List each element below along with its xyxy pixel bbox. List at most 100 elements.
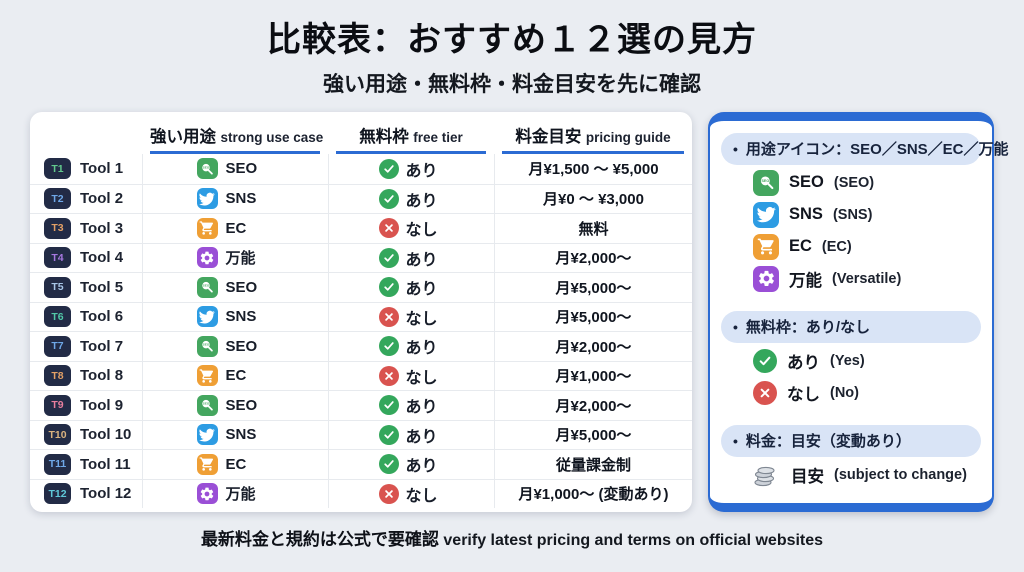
use-case-label: SEO [225, 160, 258, 178]
price-cell: 月¥5,000～ [494, 302, 692, 331]
bullet-icon: • [733, 140, 738, 157]
table-header-row: 強い用途 strong use case 無料枠 free tier 料金目安 … [30, 117, 692, 154]
tool-cell: T9 Tool 9 [30, 391, 142, 420]
legend-section: • 無料枠：あり/なし あり (Yes) なし (No) [721, 311, 981, 407]
legend-header-text: 用途アイコン：SEO／SNS／EC／万能 [745, 141, 1009, 158]
svg-text:SEO: SEO [203, 165, 210, 169]
seo-icon: SEO [196, 158, 218, 180]
use-case-label: SEO [225, 396, 258, 414]
seo-icon: SEO [196, 394, 218, 416]
legend-section: • 料金：目安（変動あり） 目安 (subject to change) [721, 425, 981, 489]
table-row: T3 Tool 3 EC なし 無料 [30, 213, 692, 243]
free-tier-label: あり [405, 162, 438, 180]
tool-badge: T10 [44, 424, 71, 446]
tool-cell: T6 Tool 6 [30, 303, 142, 332]
use-case-cell: SEO SEO [142, 154, 328, 184]
free-tier-label: あり [405, 399, 438, 417]
legend-section: • 用途アイコン：SEO／SNS／EC／万能 SEO SEO (SEO) SNS (SNS)… [721, 133, 1009, 293]
versatile-icon [196, 247, 218, 269]
seo-icon: SEO [196, 335, 218, 357]
free-tier-label: なし [405, 222, 438, 240]
tool-name: Tool 3 [80, 219, 124, 237]
free-tier-cell: あり [328, 420, 494, 449]
price-cell: 従量課金制 [494, 450, 692, 479]
free-tier-cell: なし [328, 361, 494, 390]
price-cell: 月¥5,000～ [494, 420, 692, 449]
column-header-use-case: 強い用途 strong use case [142, 117, 328, 154]
column-header-free-tier: 無料枠 free tier [328, 117, 494, 154]
use-case-cell: SEO SEO [142, 332, 328, 361]
sns-icon [196, 424, 218, 446]
tool-cell: T12 Tool 12 [30, 480, 142, 509]
coins-icon [753, 463, 781, 487]
free-tier-cell: なし [328, 479, 494, 508]
table-row: T12 Tool 12 万能 なし 月¥1,000～ (変動あり) [30, 478, 692, 509]
tool-name: Tool 4 [80, 249, 124, 267]
tool-cell: T8 Tool 8 [30, 362, 142, 391]
legend-item: なし (No) [721, 378, 981, 407]
free-tier-cell: あり [328, 154, 494, 184]
tool-cell: T5 Tool 5 [30, 273, 142, 302]
check-icon [378, 454, 399, 475]
ec-icon [753, 233, 779, 260]
sns-icon [196, 306, 218, 328]
legend-item-label: EC [789, 237, 812, 255]
legend-item-label: あり [787, 353, 820, 372]
table-row: T9 Tool 9 SEO SEO あり 月¥2,000～ [30, 390, 692, 420]
legend-item-note: (SNS) [832, 206, 873, 223]
use-case-label: SNS [225, 426, 257, 444]
header-en: free tier [413, 130, 463, 145]
use-case-cell: EC [142, 361, 328, 390]
use-case-label: EC [225, 367, 247, 385]
header-en: pricing guide [585, 130, 671, 145]
tool-badge: T3 [44, 217, 71, 239]
cross-icon [378, 218, 399, 239]
svg-text:SEO: SEO [203, 284, 210, 288]
use-case-cell: SEO SEO [142, 273, 328, 302]
price-cell: 月¥5,000～ [494, 273, 692, 302]
check-icon [378, 424, 399, 445]
tool-badge: T12 [44, 483, 71, 505]
header-jp: 無料枠 [359, 128, 409, 146]
table-row: T4 Tool 4 万能 あり 月¥2,000～ [30, 242, 692, 273]
tool-badge: T9 [44, 394, 71, 416]
check-icon [378, 247, 399, 268]
tool-badge: T7 [44, 335, 71, 357]
price-cell: 月¥1,000～ (変動あり) [494, 479, 692, 508]
legend-item: EC (EC) [721, 232, 981, 261]
tool-name: Tool 9 [80, 396, 124, 414]
legend-item-label: 目安 [791, 467, 824, 486]
price-cell: 月¥2,000～ [494, 391, 692, 420]
use-case-label: EC [225, 219, 247, 237]
free-tier-cell: あり [328, 332, 494, 361]
price-cell: 月¥1,000～ [494, 361, 692, 390]
legend-section-header: • 用途アイコン：SEO／SNS／EC／万能 [721, 133, 1009, 165]
page-subtitle: 強い用途・無料枠・料金目安を先に確認 [323, 73, 701, 96]
svg-text:SEO: SEO [203, 343, 210, 347]
use-case-cell: EC [142, 214, 328, 243]
footer-note: 最新料金と規約は公式で要確認 verify latest pricing and… [0, 525, 1024, 550]
column-header-tool [30, 117, 142, 154]
tool-badge: T4 [44, 247, 71, 269]
check-icon [753, 348, 777, 373]
header-jp: 料金目安 [515, 128, 582, 146]
table-row: T6 Tool 6 SNS なし 月¥5,000～ [30, 301, 692, 332]
legend-item-label: なし [787, 385, 820, 404]
legend-section-header: • 料金：目安（変動あり） [721, 425, 981, 457]
cross-icon [753, 380, 777, 405]
page-title: 比較表：おすすめ１２選の見方 [267, 21, 757, 59]
tool-name: Tool 12 [80, 485, 132, 503]
use-case-cell: SNS [142, 302, 328, 331]
bullet-icon: • [733, 318, 738, 335]
tool-cell: T4 Tool 4 [30, 244, 142, 273]
free-tier-cell: あり [328, 273, 494, 302]
price-cell: 月¥2,000～ [494, 332, 692, 361]
legend-item-note: (Versatile) [832, 270, 902, 287]
check-icon [378, 395, 399, 416]
use-case-label: SEO [225, 337, 258, 355]
table-row: T7 Tool 7 SEO SEO あり 月¥2,000～ [30, 331, 692, 361]
tool-name: Tool 5 [80, 278, 124, 296]
tool-name: Tool 2 [80, 190, 124, 208]
table-row: T8 Tool 8 EC なし 月¥1,000～ [30, 360, 692, 391]
tool-name: Tool 8 [80, 367, 124, 385]
